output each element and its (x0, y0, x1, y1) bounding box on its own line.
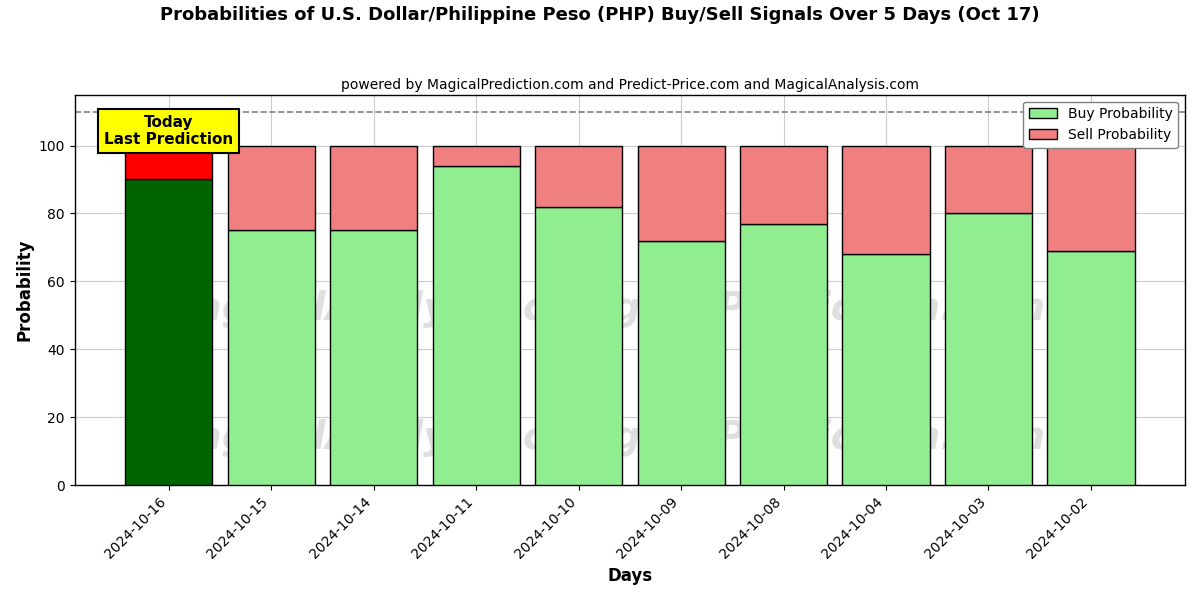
Text: Today
Last Prediction: Today Last Prediction (104, 115, 233, 148)
Bar (637, 146, 725, 241)
Bar (330, 146, 418, 230)
Bar (228, 230, 314, 485)
Bar (740, 146, 827, 224)
Bar (740, 224, 827, 485)
Bar (1048, 251, 1134, 485)
Bar (125, 179, 212, 485)
Legend: Buy Probability, Sell Probability: Buy Probability, Sell Probability (1024, 101, 1178, 148)
Bar (535, 206, 622, 485)
Bar (842, 254, 930, 485)
Text: MagicalPrediction.com: MagicalPrediction.com (548, 290, 1045, 328)
Text: MagicalAnalysis.com: MagicalAnalysis.com (157, 290, 613, 328)
X-axis label: Days: Days (607, 567, 653, 585)
Bar (842, 146, 930, 254)
Bar (432, 146, 520, 166)
Bar (432, 166, 520, 485)
Text: MagicalAnalysis.com: MagicalAnalysis.com (157, 419, 613, 457)
Bar (637, 241, 725, 485)
Bar (1048, 146, 1134, 251)
Text: MagicalPrediction.com: MagicalPrediction.com (548, 419, 1045, 457)
Bar (944, 214, 1032, 485)
Bar (535, 146, 622, 206)
Y-axis label: Probability: Probability (16, 239, 34, 341)
Bar (125, 146, 212, 179)
Bar (944, 146, 1032, 214)
Title: powered by MagicalPrediction.com and Predict-Price.com and MagicalAnalysis.com: powered by MagicalPrediction.com and Pre… (341, 78, 919, 92)
Text: Probabilities of U.S. Dollar/Philippine Peso (PHP) Buy/Sell Signals Over 5 Days : Probabilities of U.S. Dollar/Philippine … (160, 6, 1040, 24)
Bar (330, 230, 418, 485)
Bar (228, 146, 314, 230)
